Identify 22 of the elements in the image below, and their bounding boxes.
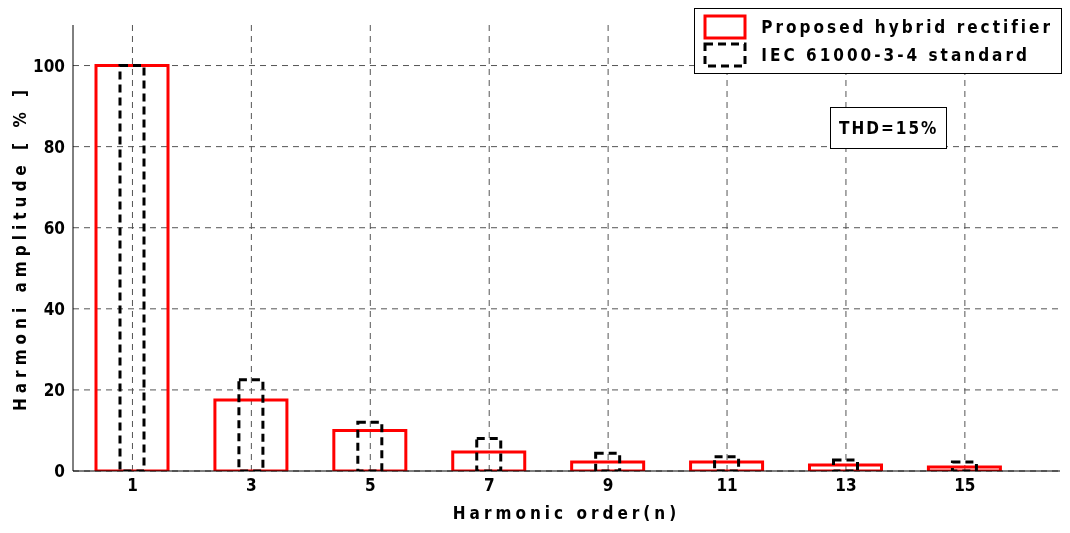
x-tick-label: 7 [483, 475, 495, 496]
legend-label: IEC 61000-3-4 standard [761, 45, 1030, 65]
x-tick-label: 13 [835, 475, 857, 496]
x-tick-label: 15 [954, 475, 976, 496]
y-tick-label: 100 [33, 55, 65, 76]
y-axis-title: Harmoni amplitude [ % ] [10, 84, 31, 412]
y-tick-label: 80 [43, 136, 65, 157]
y-tick-label: 20 [43, 379, 65, 400]
x-axis-title: Harmonic order(n) [452, 503, 681, 523]
y-tick-label: 0 [54, 461, 65, 482]
bar [237, 378, 265, 471]
x-tick-label: 9 [602, 475, 614, 496]
bar [94, 64, 170, 471]
y-tick-label: 40 [43, 298, 65, 319]
x-tick-label: 5 [364, 475, 376, 496]
x-tick-label: 1 [127, 475, 138, 496]
annotation: THD=15% [830, 107, 948, 149]
x-tick-label: 11 [716, 475, 738, 496]
legend-label: Proposed hybrid rectifier [761, 17, 1053, 37]
bar [713, 455, 741, 471]
x-tick-label: 3 [246, 475, 257, 496]
y-tick-label: 60 [43, 217, 65, 238]
